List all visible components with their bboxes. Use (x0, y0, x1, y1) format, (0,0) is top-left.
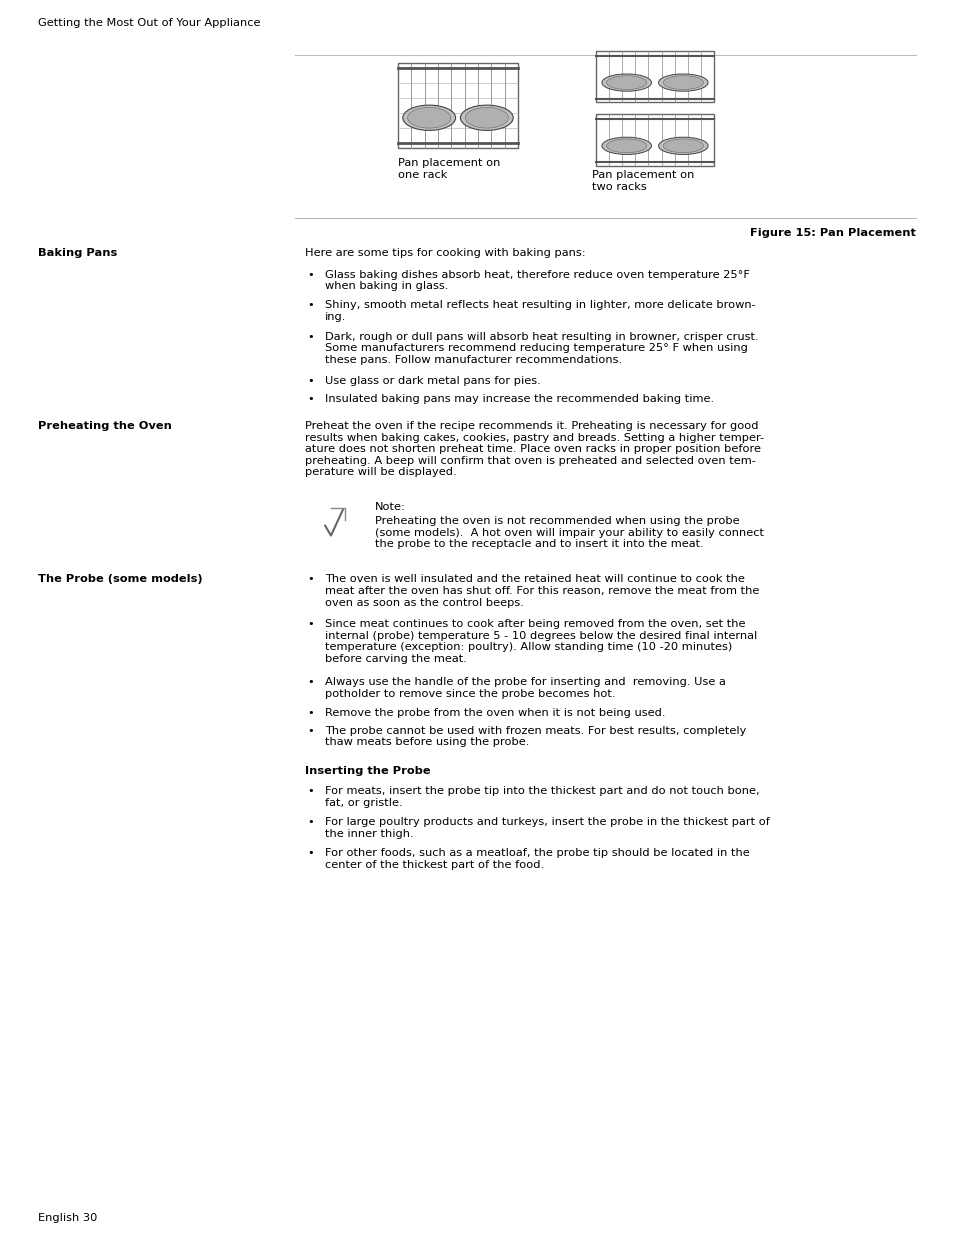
Ellipse shape (601, 137, 651, 154)
Text: Preheating the oven is not recommended when using the probe
(some models).  A ho: Preheating the oven is not recommended w… (375, 516, 763, 550)
Text: Always use the handle of the probe for inserting and  removing. Use a
potholder : Always use the handle of the probe for i… (325, 677, 725, 699)
Text: English 30: English 30 (38, 1213, 97, 1223)
Bar (596, 51, 713, 103)
Text: Preheat the oven if the recipe recommends it. Preheating is necessary for good
r: Preheat the oven if the recipe recommend… (305, 421, 763, 478)
Text: •: • (307, 574, 314, 584)
Text: Insulated baking pans may increase the recommended baking time.: Insulated baking pans may increase the r… (325, 394, 714, 404)
Bar (397, 63, 517, 147)
Bar (596, 114, 713, 165)
Ellipse shape (658, 137, 707, 154)
Text: •: • (307, 708, 314, 718)
Ellipse shape (601, 74, 651, 91)
Text: The probe cannot be used with frozen meats. For best results, completely
thaw me: The probe cannot be used with frozen mea… (325, 725, 745, 747)
Text: Use glass or dark metal pans for pies.: Use glass or dark metal pans for pies. (325, 375, 540, 387)
Ellipse shape (662, 75, 702, 89)
Text: Dark, rough or dull pans will absorb heat resulting in browner, crisper crust.
S: Dark, rough or dull pans will absorb hea… (325, 331, 758, 364)
Text: •: • (307, 375, 314, 387)
Text: •: • (307, 677, 314, 687)
Text: Pan placement on
one rack: Pan placement on one rack (397, 158, 500, 179)
Text: •: • (307, 300, 314, 310)
Ellipse shape (465, 107, 508, 128)
Ellipse shape (402, 105, 456, 131)
Text: Here are some tips for cooking with baking pans:: Here are some tips for cooking with baki… (305, 248, 585, 258)
Ellipse shape (407, 107, 451, 128)
Text: The Probe (some models): The Probe (some models) (38, 574, 202, 584)
Text: •: • (307, 848, 314, 858)
Text: •: • (307, 331, 314, 342)
Ellipse shape (460, 105, 513, 131)
Text: •: • (307, 619, 314, 629)
Ellipse shape (662, 138, 702, 153)
Text: Remove the probe from the oven when it is not being used.: Remove the probe from the oven when it i… (325, 708, 665, 718)
Text: •: • (307, 785, 314, 797)
Ellipse shape (606, 138, 646, 153)
Text: Baking Pans: Baking Pans (38, 248, 117, 258)
Text: Figure 15: Pan Placement: Figure 15: Pan Placement (749, 228, 915, 238)
Ellipse shape (658, 74, 707, 91)
Text: Preheating the Oven: Preheating the Oven (38, 421, 172, 431)
Ellipse shape (606, 75, 646, 89)
Text: Inserting the Probe: Inserting the Probe (305, 767, 430, 777)
Text: Getting the Most Out of Your Appliance: Getting the Most Out of Your Appliance (38, 19, 260, 28)
Text: For other foods, such as a meatloaf, the probe tip should be located in the
cent: For other foods, such as a meatloaf, the… (325, 848, 749, 869)
Text: The oven is well insulated and the retained heat will continue to cook the
meat : The oven is well insulated and the retai… (325, 574, 759, 608)
Text: •: • (307, 269, 314, 279)
Text: Note:: Note: (375, 503, 405, 513)
Text: Pan placement on
two racks: Pan placement on two racks (592, 170, 694, 191)
Text: Glass baking dishes absorb heat, therefore reduce oven temperature 25°F
when bak: Glass baking dishes absorb heat, therefo… (325, 269, 749, 291)
Text: Since meat continues to cook after being removed from the oven, set the
internal: Since meat continues to cook after being… (325, 619, 757, 663)
Text: For large poultry products and turkeys, insert the probe in the thickest part of: For large poultry products and turkeys, … (325, 818, 769, 839)
Text: For meats, insert the probe tip into the thickest part and do not touch bone,
fa: For meats, insert the probe tip into the… (325, 785, 759, 808)
Text: Shiny, smooth metal reflects heat resulting in lighter, more delicate brown-
ing: Shiny, smooth metal reflects heat result… (325, 300, 755, 322)
Text: •: • (307, 394, 314, 404)
Text: •: • (307, 725, 314, 736)
Text: •: • (307, 818, 314, 827)
